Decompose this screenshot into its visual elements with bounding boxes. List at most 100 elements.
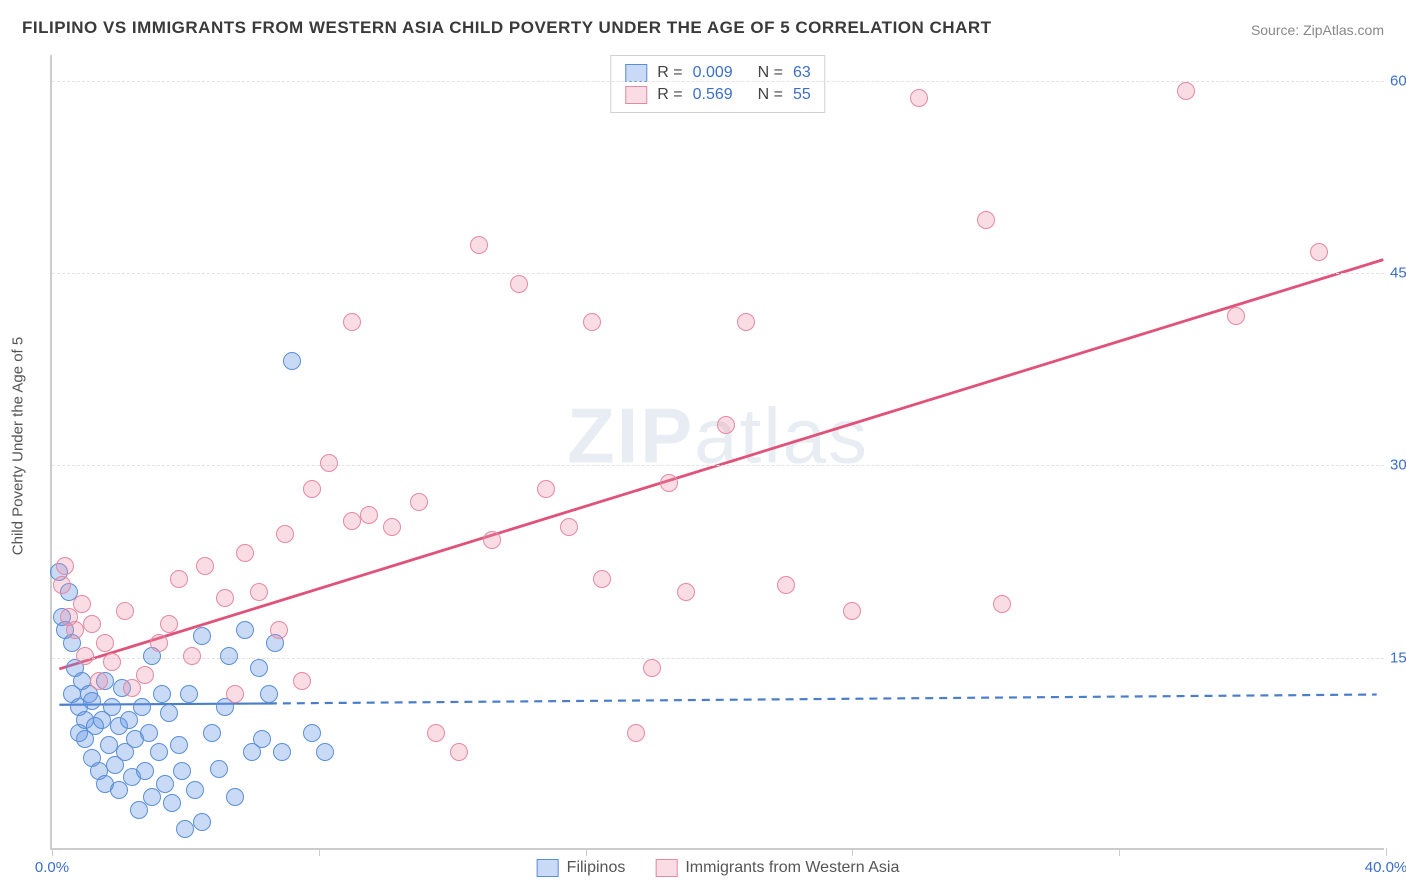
- scatter-point-western_asia: [53, 576, 71, 594]
- scatter-point-filipinos: [253, 730, 271, 748]
- scatter-point-western_asia: [183, 647, 201, 665]
- legend-label-filipinos: Filipinos: [567, 859, 626, 877]
- scatter-point-filipinos: [193, 627, 211, 645]
- scatter-point-western_asia: [170, 570, 188, 588]
- scatter-point-western_asia: [90, 672, 108, 690]
- series-legend: Filipinos Immigrants from Western Asia: [537, 859, 900, 877]
- plot-area: ZIPatlas R =0.009N =63R =0.569N =55 15.0…: [50, 55, 1384, 850]
- scatter-point-western_asia: [410, 493, 428, 511]
- legend-swatch-western_asia: [625, 86, 647, 104]
- scatter-point-western_asia: [643, 659, 661, 677]
- scatter-point-western_asia: [717, 416, 735, 434]
- scatter-point-western_asia: [537, 480, 555, 498]
- y-tick-label: 30.0%: [1390, 457, 1406, 474]
- scatter-point-western_asia: [293, 672, 311, 690]
- trend-lines-svg: [52, 55, 1384, 848]
- scatter-point-western_asia: [383, 518, 401, 536]
- gridline: [52, 273, 1384, 274]
- x-tick-mark: [1386, 848, 1387, 856]
- scatter-point-filipinos: [173, 762, 191, 780]
- scatter-point-filipinos: [316, 743, 334, 761]
- scatter-point-filipinos: [163, 794, 181, 812]
- scatter-point-western_asia: [483, 531, 501, 549]
- scatter-point-western_asia: [627, 724, 645, 742]
- legend-item-filipinos: Filipinos: [537, 859, 626, 877]
- scatter-point-filipinos: [236, 621, 254, 639]
- scatter-point-western_asia: [843, 602, 861, 620]
- y-tick-label: 15.0%: [1390, 649, 1406, 666]
- scatter-point-filipinos: [220, 647, 238, 665]
- legend-swatch-filipinos: [537, 859, 559, 877]
- scatter-point-western_asia: [677, 583, 695, 601]
- scatter-point-western_asia: [660, 474, 678, 492]
- trendline-western_asia: [59, 260, 1383, 669]
- x-tick-mark: [1119, 848, 1120, 856]
- scatter-point-filipinos: [193, 813, 211, 831]
- scatter-point-western_asia: [993, 595, 1011, 613]
- scatter-point-western_asia: [236, 544, 254, 562]
- scatter-point-western_asia: [910, 89, 928, 107]
- r-value-western_asia: 0.569: [693, 86, 748, 104]
- x-tick-label: 0.0%: [35, 859, 69, 876]
- stats-legend: R =0.009N =63R =0.569N =55: [610, 55, 825, 113]
- scatter-point-western_asia: [270, 621, 288, 639]
- n-label: N =: [758, 86, 783, 104]
- scatter-point-western_asia: [216, 589, 234, 607]
- x-tick-mark: [319, 848, 320, 856]
- chart-title: FILIPINO VS IMMIGRANTS FROM WESTERN ASIA…: [22, 18, 992, 38]
- scatter-point-western_asia: [250, 583, 268, 601]
- scatter-point-western_asia: [136, 666, 154, 684]
- gridline: [52, 465, 1384, 466]
- source-attribution: Source: ZipAtlas.com: [1251, 22, 1384, 38]
- x-tick-mark: [52, 848, 53, 856]
- scatter-point-western_asia: [276, 525, 294, 543]
- scatter-point-western_asia: [360, 506, 378, 524]
- scatter-point-filipinos: [170, 736, 188, 754]
- scatter-point-western_asia: [196, 557, 214, 575]
- scatter-point-filipinos: [156, 775, 174, 793]
- scatter-point-filipinos: [103, 698, 121, 716]
- scatter-point-western_asia: [427, 724, 445, 742]
- scatter-point-western_asia: [510, 275, 528, 293]
- r-value-filipinos: 0.009: [693, 64, 748, 82]
- scatter-point-western_asia: [977, 211, 995, 229]
- scatter-point-filipinos: [283, 352, 301, 370]
- scatter-point-filipinos: [176, 820, 194, 838]
- scatter-point-western_asia: [56, 557, 74, 575]
- trendline-filipinos-dash: [269, 695, 1377, 704]
- scatter-point-western_asia: [737, 313, 755, 331]
- legend-item-western_asia: Immigrants from Western Asia: [655, 859, 899, 877]
- scatter-point-filipinos: [203, 724, 221, 742]
- x-tick-mark: [852, 848, 853, 856]
- n-value-western_asia: 55: [793, 86, 811, 104]
- scatter-point-filipinos: [186, 781, 204, 799]
- y-tick-label: 60.0%: [1390, 72, 1406, 89]
- legend-label-western_asia: Immigrants from Western Asia: [685, 859, 899, 877]
- x-tick-mark: [586, 848, 587, 856]
- scatter-point-western_asia: [583, 313, 601, 331]
- scatter-point-western_asia: [73, 595, 91, 613]
- scatter-point-filipinos: [260, 685, 278, 703]
- gridline: [52, 658, 1384, 659]
- y-axis-label: Child Poverty Under the Age of 5: [10, 337, 27, 555]
- scatter-point-filipinos: [153, 685, 171, 703]
- scatter-point-western_asia: [320, 454, 338, 472]
- scatter-point-western_asia: [777, 576, 795, 594]
- scatter-point-filipinos: [83, 692, 101, 710]
- watermark: ZIPatlas: [567, 390, 869, 481]
- scatter-point-western_asia: [83, 615, 101, 633]
- n-label: N =: [758, 64, 783, 82]
- legend-swatch-western_asia: [655, 859, 677, 877]
- scatter-point-filipinos: [150, 743, 168, 761]
- scatter-point-western_asia: [1227, 307, 1245, 325]
- scatter-point-western_asia: [103, 653, 121, 671]
- scatter-point-western_asia: [303, 480, 321, 498]
- scatter-point-western_asia: [1310, 243, 1328, 261]
- scatter-point-western_asia: [1177, 82, 1195, 100]
- scatter-point-western_asia: [593, 570, 611, 588]
- stats-row-western_asia: R =0.569N =55: [625, 84, 810, 106]
- scatter-point-filipinos: [133, 698, 151, 716]
- scatter-point-filipinos: [140, 724, 158, 742]
- scatter-point-filipinos: [136, 762, 154, 780]
- scatter-point-western_asia: [226, 685, 244, 703]
